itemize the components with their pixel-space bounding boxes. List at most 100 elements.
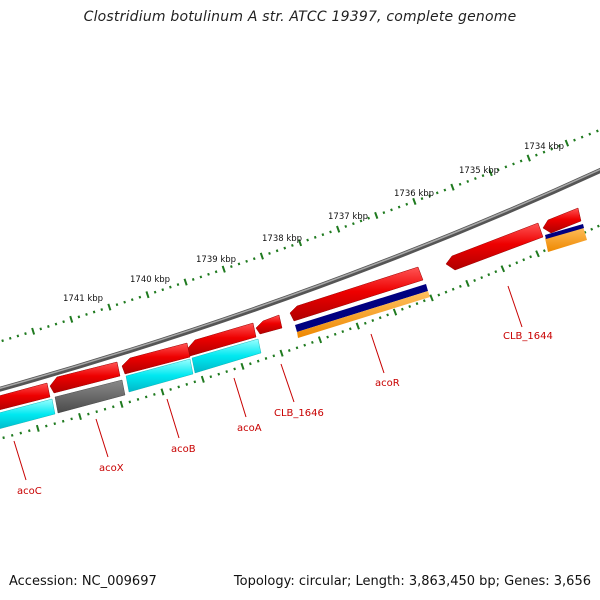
leader-line-acoB [166, 398, 180, 439]
gene-arrow-CLB_1644b[interactable] [445, 222, 544, 271]
ruler-minor-tick [466, 179, 470, 183]
ruler-minor-tick [306, 238, 309, 242]
cyan-band-acoA[interactable] [191, 338, 262, 374]
ruler-minor-tick [408, 304, 412, 308]
ruler-minor-tick [54, 322, 58, 326]
ruler-minor-tick [458, 182, 462, 186]
ruler-minor-tick [45, 424, 48, 428]
kbp-label: 1735 kbp [459, 166, 499, 176]
ruler-minor-tick [580, 135, 584, 139]
ruler-major-tick [429, 294, 434, 302]
gray-band-acoX[interactable] [54, 379, 126, 414]
ruler-minor-tick [504, 165, 508, 169]
gene-label-acoX[interactable]: acoX [99, 463, 124, 474]
ruler-minor-tick [496, 168, 500, 172]
ruler-minor-tick [378, 316, 382, 320]
ruler-minor-tick [24, 332, 27, 336]
kbp-label: 1738 kbp [262, 234, 302, 244]
ruler-minor-tick [557, 144, 561, 148]
ruler-minor-tick [169, 387, 172, 391]
ruler-minor-tick [508, 264, 512, 268]
gene-arrow-acoR[interactable] [289, 266, 424, 322]
gene-arrow-acoX[interactable] [49, 361, 121, 394]
gene-arrow-acoB[interactable] [121, 342, 191, 375]
ruler-minor-tick [19, 431, 23, 435]
accession-text: Accession: NC_009697 [9, 574, 157, 589]
orange-band[interactable] [545, 226, 587, 252]
ruler-major-tick [78, 412, 82, 421]
ruler-minor-tick [177, 385, 181, 389]
ruler-minor-tick [363, 321, 367, 325]
ruler-major-tick [412, 197, 417, 205]
ruler-minor-tick [359, 219, 363, 223]
ruler-minor-tick [473, 279, 476, 283]
ruler-minor-tick [329, 230, 332, 234]
ruler-minor-tick [480, 276, 484, 280]
ruler-minor-tick [185, 382, 189, 386]
ruler-major-tick [317, 336, 323, 344]
ruler-minor-tick [199, 275, 203, 279]
map-title: Clostridium botulinum A str. ATCC 19397,… [83, 9, 517, 25]
kbp-label: 1737 kbp [328, 212, 368, 222]
ruler-minor-tick [458, 284, 462, 288]
ruler-minor-tick [535, 153, 538, 157]
ruler-minor-tick [596, 224, 600, 228]
ruler-minor-tick [451, 287, 455, 291]
dark-blue-band-acoR[interactable] [295, 284, 428, 332]
genome-backbone [0, 167, 600, 392]
ruler-major-tick [31, 327, 36, 335]
orange-band-acoR[interactable] [297, 291, 430, 338]
ruler-minor-tick [494, 270, 498, 274]
ruler-minor-tick [522, 258, 526, 262]
ruler-minor-tick [225, 370, 229, 374]
ruler-minor-tick [136, 397, 140, 401]
gene-arrow-acoC[interactable] [0, 382, 51, 411]
inner-ruler [2, 224, 600, 440]
ruler-minor-tick [333, 332, 337, 336]
ruler-minor-tick [512, 162, 515, 166]
ruler-major-tick [526, 154, 531, 162]
kbp-labels: 1734 kbp 1735 kbp 1736 kbp 1737 kbp 1738… [63, 142, 564, 304]
kbp-label: 1739 kbp [196, 255, 236, 265]
ruler-minor-tick [268, 251, 271, 255]
feature-bands [0, 224, 587, 430]
gene-arrow-CLB_1646[interactable] [255, 314, 283, 335]
gene-label-acoB[interactable]: acoB [171, 444, 196, 455]
ruler-minor-tick [542, 249, 546, 253]
ruler-minor-tick [283, 246, 287, 250]
leader-line-acoA [233, 377, 247, 418]
ruler-major-tick [392, 308, 398, 316]
leader-line-CLB_1644 [507, 285, 523, 328]
ruler-minor-tick [264, 357, 268, 360]
cyan-band-acoC[interactable] [0, 398, 56, 430]
gene-label-CLB_1644[interactable]: CLB_1644 [503, 331, 553, 342]
ruler-minor-tick [138, 295, 142, 299]
ruler-minor-tick [550, 147, 553, 151]
ruler-minor-tick [112, 405, 115, 409]
ruler-minor-tick [390, 208, 393, 212]
ruler-minor-tick [77, 315, 81, 319]
ruler-minor-tick [245, 259, 248, 263]
gene-label-acoA[interactable]: acoA [237, 423, 262, 434]
ruler-minor-tick [371, 319, 375, 322]
ruler-minor-tick [311, 340, 314, 344]
gene-label-acoC[interactable]: acoC [17, 486, 42, 497]
ruler-minor-tick [10, 433, 14, 437]
gene-arrow-acoA[interactable] [187, 322, 257, 357]
gene-label-acoR[interactable]: acoR [375, 378, 400, 389]
gene-label-CLB_1646[interactable]: CLB_1646 [274, 408, 324, 419]
ruler-minor-tick [53, 422, 57, 426]
ruler-major-tick [564, 139, 570, 147]
ruler-major-tick [450, 183, 455, 191]
ruler-major-tick [240, 362, 245, 370]
ruler-minor-tick [217, 372, 221, 376]
ruler-major-tick [488, 169, 493, 177]
ruler-minor-tick [367, 216, 370, 220]
cyan-band-acoB[interactable] [125, 358, 194, 393]
ruler-minor-tick [100, 308, 104, 312]
ruler-minor-tick [588, 132, 592, 136]
kbp-label: 1734 kbp [524, 142, 564, 152]
gene-arrow-CLB_1644[interactable] [542, 207, 582, 234]
ruler-minor-tick [207, 272, 210, 276]
